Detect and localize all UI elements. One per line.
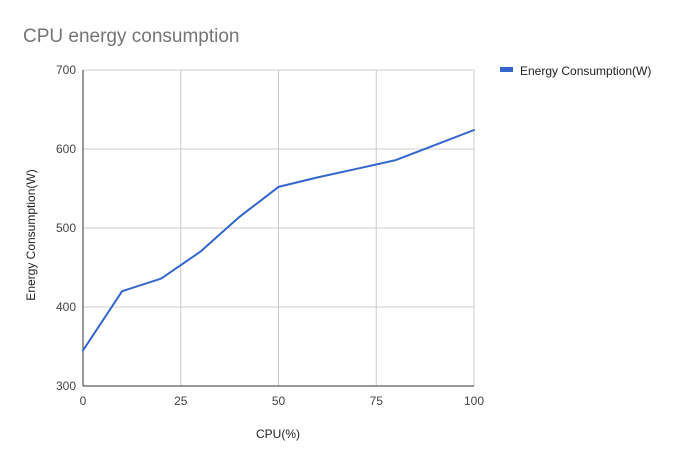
- y-axis-label: Energy Consumption(W): [24, 169, 38, 300]
- y-tick-label: 300: [56, 379, 76, 393]
- series: [82, 129, 475, 352]
- y-tick-label: 700: [56, 63, 76, 77]
- y-tick-label: 500: [56, 221, 76, 235]
- legend-swatch: [500, 67, 513, 72]
- legend-label: Energy Consumption(W): [520, 64, 651, 78]
- x-tick-label: 75: [370, 394, 384, 408]
- axes: [82, 70, 474, 387]
- chart-title: CPU energy consumption: [23, 26, 240, 47]
- x-axis-label: CPU(%): [256, 427, 300, 441]
- x-tick-label: 0: [80, 394, 87, 408]
- x-tick-label: 100: [464, 394, 484, 408]
- tick-labels: 300 400 500 600 700 0 25 50 75 100: [56, 63, 484, 408]
- y-tick-label: 600: [56, 142, 76, 156]
- y-tick-label: 400: [56, 300, 76, 314]
- gridlines: [83, 69, 475, 386]
- x-tick-label: 25: [174, 394, 188, 408]
- x-tick-label: 50: [272, 394, 286, 408]
- legend: Energy Consumption(W): [500, 64, 651, 78]
